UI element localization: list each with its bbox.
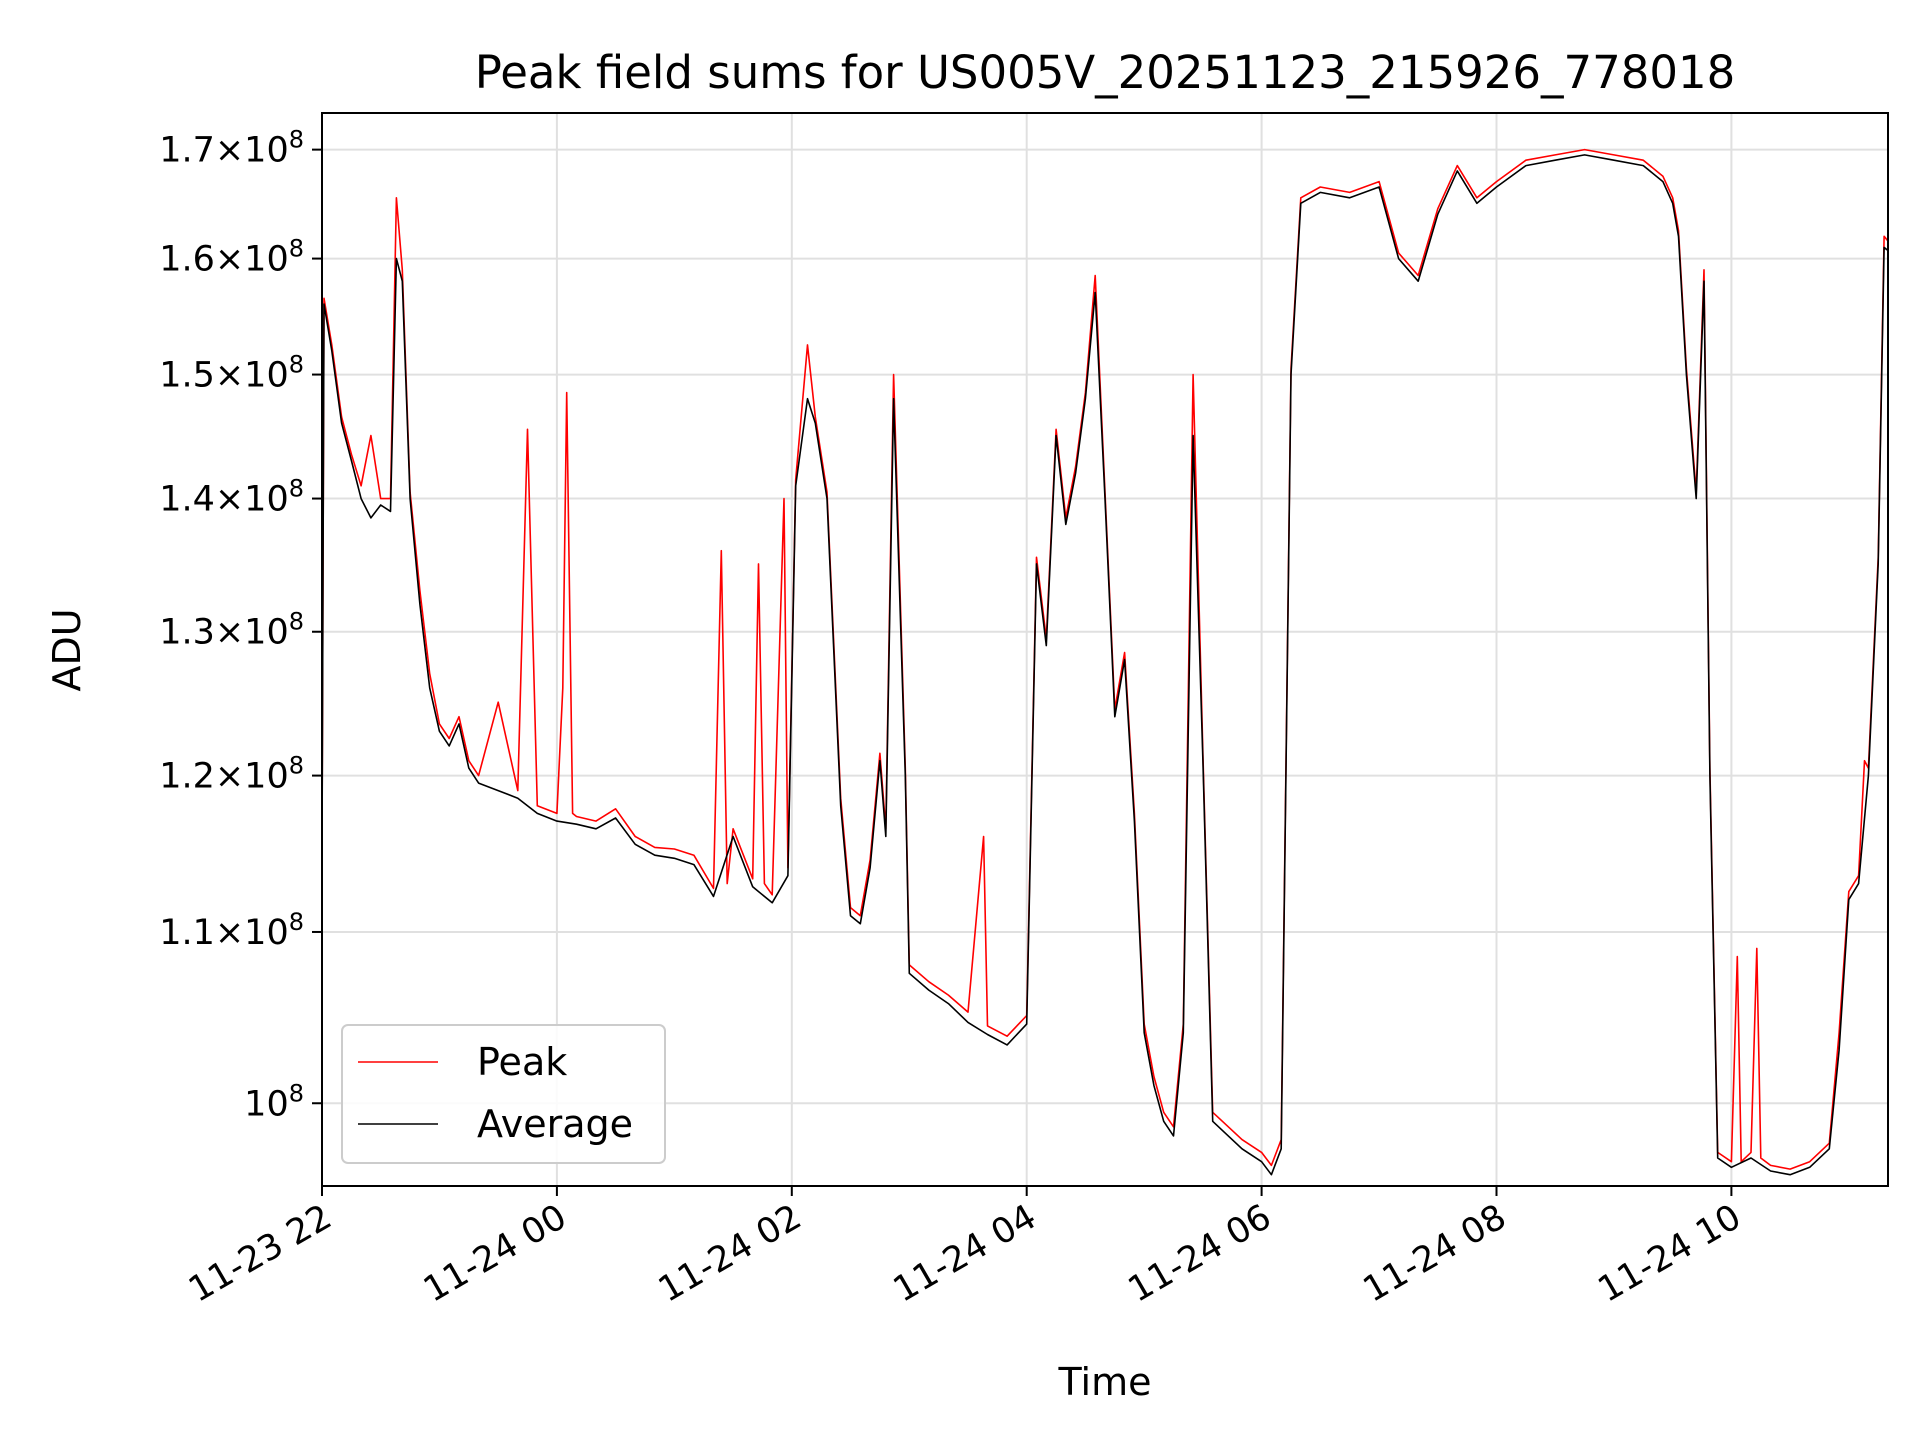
legend-peak-label: Peak xyxy=(477,1040,567,1084)
plot-frame xyxy=(321,112,1889,1187)
x-tick-label: 11-24 02 xyxy=(652,1197,808,1310)
y-tick-label: 108 xyxy=(244,1079,304,1124)
grid xyxy=(321,113,1888,1186)
x-tick-label: 11-24 06 xyxy=(1122,1197,1278,1310)
y-tick-label: 1.2×108 xyxy=(159,752,304,797)
y-axis-label: ADU xyxy=(45,608,89,691)
series-line-average xyxy=(322,154,1888,1176)
chart-title: Peak field sums for US005V_20251123_2159… xyxy=(475,46,1736,99)
x-tick-label: 11-24 08 xyxy=(1357,1197,1513,1310)
x-tick-label: 11-23 22 xyxy=(182,1197,338,1310)
legend-box xyxy=(341,1024,666,1164)
x-tick-label: 11-24 04 xyxy=(887,1197,1043,1310)
legend: Peak Average xyxy=(341,1024,666,1164)
legend-average-label: Average xyxy=(477,1102,633,1146)
y-tick-label: 1.1×108 xyxy=(159,908,304,953)
x-axis: 11-23 22 11-24 00 11-24 02 11-24 04 11-24 06… xyxy=(182,1186,1748,1310)
y-tick-label: 1.7×108 xyxy=(159,126,304,171)
x-axis-label: Time xyxy=(1058,1360,1152,1404)
x-tick-label: 11-24 00 xyxy=(417,1197,573,1310)
y-axis: 108 1.1×108 1.2×108 1.3×108 1.4×108 1.5×108 1.… xyxy=(159,126,322,1124)
series-layer xyxy=(322,148,1888,1176)
series-line-peak xyxy=(322,148,1888,1170)
y-tick-label: 1.4×108 xyxy=(159,475,304,520)
y-tick-label: 1.6×108 xyxy=(159,235,304,280)
x-tick-label: 11-24 10 xyxy=(1592,1197,1748,1310)
y-tick-label: 1.5×108 xyxy=(159,351,304,396)
y-tick-label: 1.3×108 xyxy=(159,608,304,653)
